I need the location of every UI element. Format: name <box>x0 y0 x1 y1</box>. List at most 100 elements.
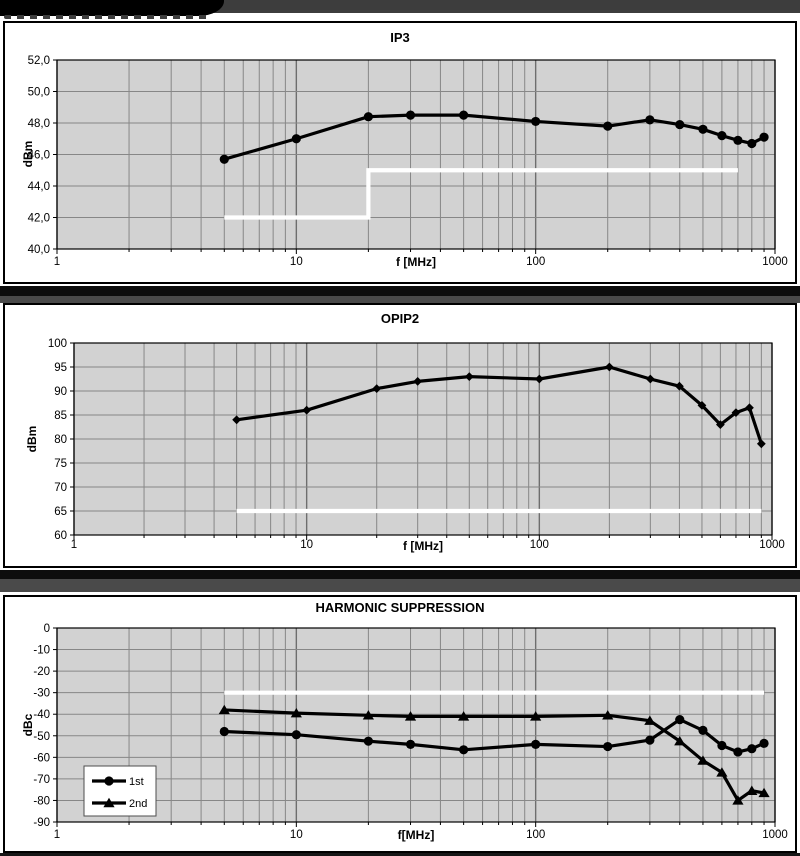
data-point-2nd <box>362 710 374 720</box>
harmonic-suppression-chart-plot: 0 -10 -20 -30 -40 -50 -60 -70 -80 -90 1 10 100 1000 1s… <box>33 623 788 841</box>
y-tick-label: 70 <box>54 482 67 494</box>
bottom-edge-bar <box>0 853 800 856</box>
data-point-main <box>219 154 229 164</box>
data-point-2nd <box>530 711 542 721</box>
data-point-1st <box>759 738 769 748</box>
data-point-2nd <box>404 711 417 721</box>
data-point-1st <box>698 725 708 735</box>
y-tick-label: -20 <box>33 666 50 678</box>
separator-bar-gray <box>0 579 800 592</box>
x-tick-label: 10 <box>290 256 303 268</box>
data-point-2nd <box>758 787 770 798</box>
data-point-main <box>645 115 655 125</box>
x-tick-label: 100 <box>526 256 545 268</box>
opip2-x-axis-label: f [MHz] <box>403 539 443 553</box>
separator-bar-black <box>0 570 800 579</box>
y-tick-label: -10 <box>33 645 50 657</box>
y-tick-label: 95 <box>54 362 67 374</box>
y-tick-label: -70 <box>33 774 50 786</box>
x-tick-label: 1000 <box>762 829 788 841</box>
x-tick-label: 1000 <box>762 256 788 268</box>
data-point-1st <box>219 726 229 737</box>
y-tick-label: -80 <box>33 795 50 807</box>
chart-title-ip3: IP3 <box>390 30 410 45</box>
data-point-1st <box>675 715 685 725</box>
opip2-y-axis-label: dBm <box>25 425 39 453</box>
spec-limit-line <box>224 168 738 220</box>
data-point-main <box>745 403 754 413</box>
y-tick-label: 48,0 <box>28 118 50 130</box>
y-tick-label: 85 <box>54 410 67 422</box>
data-point-main <box>733 135 743 145</box>
y-tick-label: 80 <box>54 434 67 446</box>
y-tick-label: -60 <box>33 752 50 764</box>
legend-item-label: 1st <box>129 776 144 788</box>
legend-item-label: 2nd <box>129 798 147 810</box>
data-point-2nd <box>716 767 728 777</box>
y-tick-label: 75 <box>54 458 67 470</box>
y-tick-label: -40 <box>33 709 50 721</box>
data-point-main <box>302 405 312 415</box>
data-point-main <box>717 131 727 141</box>
x-tick-label: 1 <box>54 256 60 268</box>
x-tick-label: 100 <box>530 539 549 551</box>
data-point-main <box>731 408 741 417</box>
data-point-main <box>759 132 769 142</box>
data-point-2nd <box>218 704 230 715</box>
plot-border <box>73 342 773 536</box>
ip3-x-axis-label: f [MHz] <box>396 255 436 269</box>
opip2-chart-plot: 100 95 90 85 80 75 70 65 60 1 10 100 1000 <box>48 338 785 551</box>
chart-panel-opip2: 100 95 90 85 80 75 70 65 60 1 10 100 1000 OPIP2 dBm … <box>3 303 797 568</box>
harmonic-x-axis-label: f[MHz] <box>397 828 435 842</box>
data-point-main <box>697 401 707 410</box>
data-point-2nd <box>602 710 614 720</box>
data-point-main <box>531 116 541 127</box>
data-point-1st <box>363 736 373 746</box>
y-tick-label: 42,0 <box>28 213 50 225</box>
y-tick-label: 60 <box>54 530 67 542</box>
y-tick-label: 65 <box>54 506 67 518</box>
data-point-main <box>756 439 766 449</box>
chart-panel-harmonic-suppression: 0 -10 -20 -30 -40 -50 -60 -70 -80 -90 1 10 100 1000 1s… <box>3 595 797 853</box>
separator-bar-gray <box>0 296 800 303</box>
data-point-main <box>405 110 416 120</box>
legend-box <box>83 765 157 817</box>
chart-panel-ip3: 52,0 50,0 48,0 46,0 44,0 42,0 40,0 1 10 100 1000 I… <box>3 21 797 284</box>
y-tick-label: 46,0 <box>28 150 50 162</box>
data-point-main <box>363 112 373 122</box>
data-point-1st <box>717 740 727 751</box>
data-point-main <box>464 372 474 381</box>
y-tick-label: 50,0 <box>28 87 50 99</box>
data-point-1st <box>747 744 757 754</box>
data-point-1st <box>459 745 469 755</box>
y-tick-label: -50 <box>33 731 50 743</box>
top-banner-cutoff-text-decoration <box>4 15 209 19</box>
y-tick-label: 40,0 <box>28 244 50 256</box>
data-point-2nd <box>674 735 686 746</box>
data-point-main <box>715 420 725 429</box>
data-point-2nd <box>458 711 470 721</box>
series-line-2nd <box>224 708 765 803</box>
chart-title-opip2: OPIP2 <box>380 311 420 326</box>
data-point-main <box>291 134 301 144</box>
separator-bar-black <box>0 286 800 296</box>
ip3-y-axis-label: dBm <box>21 140 35 168</box>
top-banner-logo-shape <box>0 0 224 16</box>
data-point-1st <box>603 741 613 752</box>
x-tick-label: 1 <box>71 539 77 551</box>
plot-border <box>56 59 776 250</box>
y-tick-label: 44,0 <box>28 181 50 193</box>
data-point-main <box>372 384 382 393</box>
y-tick-label: 100 <box>48 338 67 350</box>
data-point-1st <box>291 730 301 740</box>
data-point-main <box>413 377 423 386</box>
x-tick-label: 10 <box>300 539 313 551</box>
data-point-main <box>747 138 757 149</box>
data-point-1st <box>645 735 655 745</box>
x-tick-label: 100 <box>526 829 545 841</box>
data-point-2nd <box>290 707 302 718</box>
legend-marker-1st <box>104 776 114 786</box>
data-point-2nd <box>697 755 709 765</box>
data-point-main <box>603 121 613 131</box>
chart-title-harmonic-suppression: HARMONIC SUPPRESSION <box>315 600 485 615</box>
